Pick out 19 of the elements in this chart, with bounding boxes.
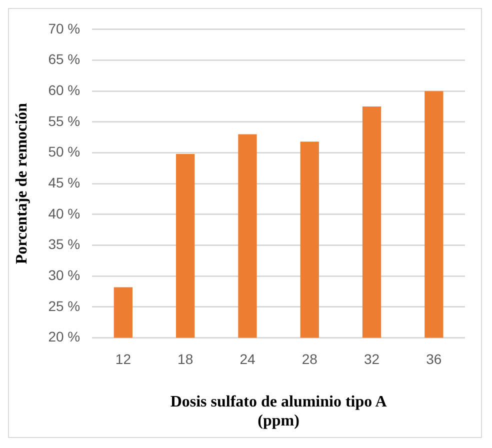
x-tick-label: 28 xyxy=(302,351,318,368)
y-tick-label: 20 % xyxy=(48,328,80,345)
y-axis-title: Porcentaje de remoción xyxy=(14,102,31,264)
x-tick-label: 18 xyxy=(178,351,194,368)
x-axis-title: Dosis sulfato de aluminio tipo A (ppm) xyxy=(170,393,388,430)
y-tick-label: 50 % xyxy=(48,144,80,160)
y-tick-label: 25 % xyxy=(48,298,80,314)
y-tick-label: 60 % xyxy=(48,82,80,98)
x-tick-label: 12 xyxy=(115,351,132,368)
x-tick-label: 32 xyxy=(364,351,380,368)
y-tick-label: 40 % xyxy=(48,205,80,222)
y-tick-label: 65 % xyxy=(48,51,80,68)
y-tick-label: 70 % xyxy=(48,20,80,36)
y-tick-label: 55 % xyxy=(48,112,80,129)
y-tick-label: 30 % xyxy=(48,266,80,283)
y-tick-label: 35 % xyxy=(48,236,80,252)
y-tick-label: 45 % xyxy=(48,174,80,190)
x-tick-label: 36 xyxy=(426,351,442,368)
x-tick-label: 24 xyxy=(240,351,256,368)
